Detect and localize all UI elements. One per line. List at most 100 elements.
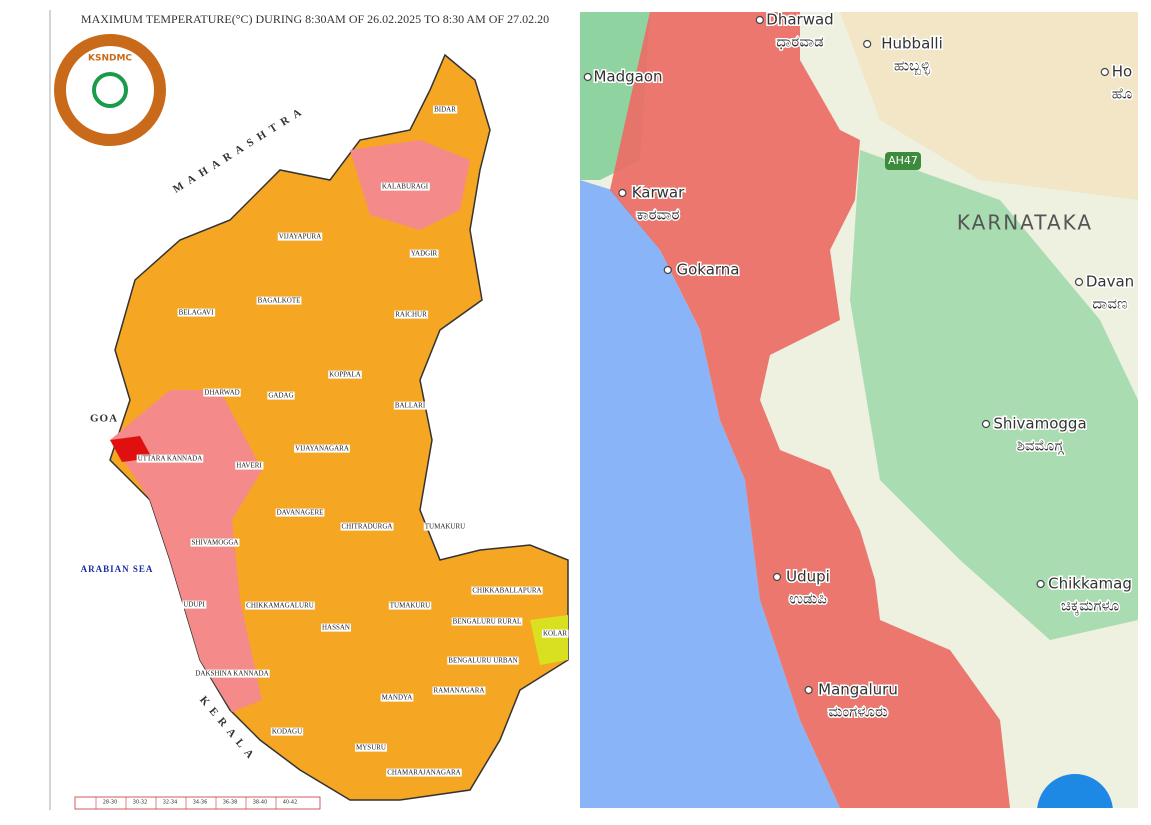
district-label: UDUPI — [183, 601, 205, 609]
district-label-bg — [294, 444, 350, 453]
place-name: Gokarna — [676, 261, 739, 279]
district-label: BENGALURU RURAL — [453, 618, 522, 626]
district-label-bg — [447, 656, 519, 665]
district-label: CHAMARAJANAGARA — [387, 769, 461, 777]
place-name: Davan — [1086, 273, 1134, 291]
district-label-bg — [177, 308, 216, 317]
place-local-name: ಮಂಗಳೂರು — [828, 703, 888, 721]
place-local-name: ಧಾರವಾಡ — [776, 33, 823, 51]
place-marker — [1074, 277, 1084, 287]
place-name: Udupi — [786, 568, 830, 586]
logo-text: KSNDMC — [88, 54, 132, 64]
legend-label: 32-34 — [163, 800, 178, 806]
state-label: KARNATAKA — [957, 211, 1093, 235]
logo-ring — [54, 34, 166, 146]
place-name: Ho — [1112, 63, 1132, 81]
place-name: Madgaon — [593, 68, 662, 86]
district-label-bg — [190, 538, 240, 547]
district-label-bg — [380, 693, 414, 702]
district-label-bg — [386, 768, 462, 777]
district-label: BELAGAVI — [179, 309, 215, 317]
district-label: KOLAR — [543, 630, 567, 638]
district-label-bg — [245, 601, 315, 610]
legend-label: 34-36 — [193, 800, 208, 806]
district-label: HAVERI — [236, 462, 262, 470]
district-label-bg — [380, 182, 430, 191]
place-local-name: ದಾವಣ — [1092, 295, 1127, 313]
place-name: Mangaluru — [818, 681, 898, 699]
place-marker — [1036, 579, 1045, 589]
district-label: SHIVAMOGGA — [192, 539, 239, 547]
place-name: Dharwad — [766, 11, 833, 29]
pink-zone — [110, 390, 262, 712]
district-label-bg — [203, 388, 241, 397]
place-local-name: ಹೊ — [1112, 85, 1133, 103]
place-marker — [1100, 67, 1109, 77]
district-label: DHARWAD — [204, 389, 239, 397]
district-label-bg — [432, 686, 486, 695]
district-label: CHIKKABALLAPURA — [472, 587, 541, 595]
place-name: Hubballi — [881, 35, 943, 53]
place-marker — [772, 572, 782, 582]
district-label-bg — [270, 727, 304, 736]
red-coastal-zone — [610, 12, 1010, 808]
district-label: YADGIR — [411, 250, 438, 258]
district-label-bg — [320, 623, 352, 632]
place-marker — [618, 188, 627, 198]
place-name: Shivamogga — [993, 415, 1086, 433]
district-label-bg — [256, 296, 302, 305]
district-label: UTTARA KANNADA — [138, 455, 203, 463]
legend-label: 30-32 — [133, 800, 148, 806]
place-marker — [663, 265, 672, 275]
district-label-bg — [136, 454, 204, 463]
place-local-name: ಚಿಕ್ಕಮಗಳೂ — [1061, 597, 1119, 616]
forest — [850, 150, 1138, 640]
district-label-bg — [275, 508, 325, 517]
district-label: RAMANAGARA — [434, 687, 485, 695]
district-label: BAGALKOTE — [258, 297, 301, 305]
district-label: DAKSHINA KANNADA — [195, 670, 268, 678]
district-label-bg — [423, 522, 467, 531]
yellow-zone — [530, 615, 568, 665]
district-label: TUMAKURU — [425, 523, 465, 531]
district-label-bg — [388, 601, 432, 610]
district-label: VIJAYAPURA — [279, 233, 322, 241]
district-label-bg — [182, 600, 207, 609]
district-label: MANDYA — [382, 694, 413, 702]
district-label-bg — [409, 249, 439, 258]
legend-label: 36-38 — [223, 800, 238, 806]
place-local-name: ಶಿವಮೊಗ್ಗ — [1017, 437, 1065, 455]
place-marker — [804, 685, 813, 695]
district-label-bg — [394, 310, 429, 319]
district-label-bg — [267, 391, 295, 400]
district-label: BALLARI — [395, 402, 426, 410]
region-label: GOA — [90, 413, 118, 425]
place-name: Karwar — [632, 184, 685, 202]
place-local-name: ಕಾರವಾರ — [637, 206, 680, 224]
district-label: RAICHUR — [395, 311, 427, 319]
district-label-bg — [393, 401, 427, 410]
district-label-bg — [355, 743, 387, 752]
road-label: AH47 — [888, 154, 918, 167]
district-label-bg — [328, 370, 362, 379]
district-label-bg — [235, 461, 264, 470]
fab-button[interactable] — [1037, 774, 1113, 821]
district-label: CHIKKAMAGALURU — [246, 602, 314, 610]
district-label-bg — [277, 232, 323, 241]
place-local-name: ಉಡುಪಿ — [789, 590, 827, 608]
district-label: CHITRADURGA — [342, 523, 393, 531]
road-badge — [885, 152, 921, 170]
place-name: Chikkamag — [1048, 575, 1132, 593]
district-label-bg — [194, 669, 270, 678]
district-label: TUMAKURU — [390, 602, 430, 610]
left-map: MAXIMUM TEMPERATURE(°C) DURING 8:30AM OF… — [54, 12, 569, 810]
plateau — [840, 12, 1138, 200]
district-label: KODAGU — [272, 728, 302, 736]
right-map: AH47 KARNATAKA Dharwad ಧಾರವಾಡ Hubballi ಹುಬ್… — [580, 11, 1138, 821]
district-label: BIDAR — [434, 106, 456, 114]
district-label: KOPPALA — [329, 371, 361, 379]
place-local-name: ಹುಬ್ಬಳ್ಳಿ — [894, 57, 930, 76]
logo-spiral — [92, 72, 128, 108]
legend-label: 28-30 — [103, 800, 118, 806]
